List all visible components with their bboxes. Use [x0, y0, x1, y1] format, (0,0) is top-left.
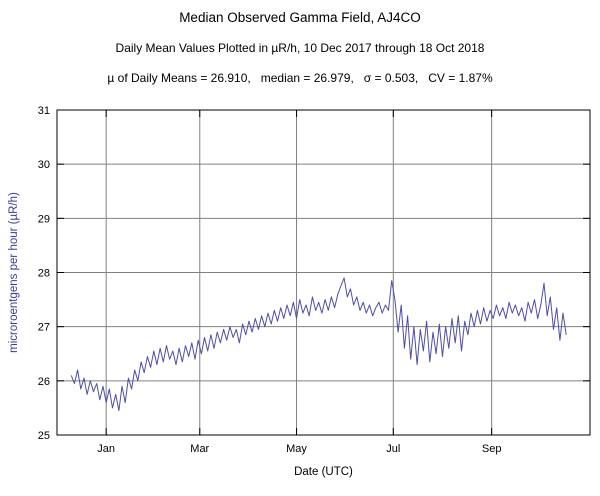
y-tick-label: 30 [38, 159, 50, 171]
y-tick-label: 28 [38, 268, 50, 280]
y-tick-label: 26 [38, 376, 50, 388]
plot-frame [56, 109, 591, 436]
x-tick-label: Mar [190, 443, 209, 455]
x-axis-label: Date (UTC) [294, 466, 353, 478]
data-line [70, 277, 567, 412]
y-tick-label: 29 [38, 213, 50, 225]
y-tick-label: 31 [38, 105, 50, 117]
chart-stats-line: µ of Daily Means = 26.910, median = 26.9… [107, 71, 493, 85]
x-tick-label: Sep [482, 443, 502, 455]
chart-subtitle: Daily Mean Values Plotted in µR/h, 10 De… [115, 41, 485, 55]
chart-title: Median Observed Gamma Field, AJ4CO [179, 10, 421, 25]
x-tick-label: Jul [386, 443, 400, 455]
x-tick-label: May [286, 443, 307, 455]
y-axis-label: microroentgens per hour (µR/h) [8, 192, 20, 353]
y-tick-label: 25 [38, 430, 50, 442]
x-tick-label: Jan [97, 443, 115, 455]
y-tick-label: 27 [38, 322, 50, 334]
